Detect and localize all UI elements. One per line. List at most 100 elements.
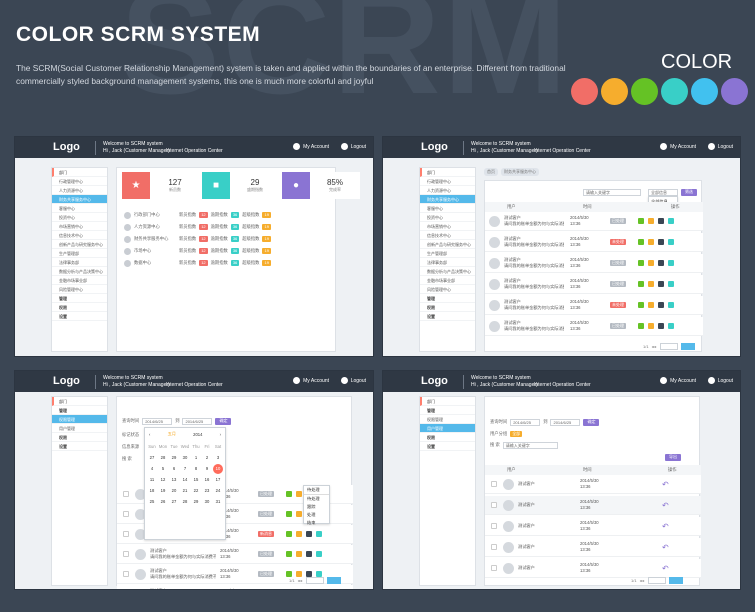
sidebar-item[interactable]: 行政管理中心 bbox=[52, 177, 107, 186]
sidebar-item[interactable]: 金融市场事业部 bbox=[52, 276, 107, 285]
start-date[interactable]: 2014/6/25 bbox=[142, 417, 173, 425]
share-icon[interactable] bbox=[668, 260, 674, 266]
sidebar-item[interactable]: 客服中心 bbox=[420, 204, 475, 213]
calendar-day[interactable]: 23 bbox=[204, 488, 210, 493]
status-option[interactable]: 待处理 bbox=[304, 486, 329, 495]
reply-icon[interactable] bbox=[286, 551, 292, 557]
go-button[interactable] bbox=[668, 577, 683, 584]
calendar-day[interactable]: 15 bbox=[193, 477, 199, 482]
user-icon[interactable] bbox=[658, 239, 664, 245]
sidebar-item[interactable]: 法律事务部 bbox=[52, 258, 107, 267]
go-button[interactable] bbox=[680, 343, 695, 350]
share-icon[interactable] bbox=[668, 281, 674, 287]
my-account-link[interactable]: My Account bbox=[660, 377, 696, 384]
share-icon[interactable] bbox=[668, 323, 674, 329]
star-icon[interactable] bbox=[648, 281, 654, 287]
reply-icon[interactable] bbox=[638, 239, 644, 245]
sidebar-item[interactable]: 部门 bbox=[52, 168, 107, 177]
start-date[interactable]: 2014/6/25 bbox=[510, 418, 541, 426]
star-icon[interactable] bbox=[648, 260, 654, 266]
undo-icon[interactable]: ↶ bbox=[662, 542, 669, 552]
page-input[interactable] bbox=[659, 343, 678, 350]
center-link[interactable]: Internet Operation Center bbox=[166, 148, 223, 154]
sidebar-item[interactable]: 市场营销中心 bbox=[52, 222, 107, 231]
calendar-day[interactable]: 4 bbox=[150, 466, 154, 471]
table-row[interactable]: 测试客户 2014/5/30 13:36 ↶ bbox=[485, 496, 701, 515]
calendar-day[interactable]: 6 bbox=[172, 466, 176, 471]
sidebar-item[interactable]: 数据分析与产品决策中心 bbox=[420, 267, 475, 276]
sidebar-item[interactable]: 投资中心 bbox=[52, 213, 107, 222]
star-icon[interactable] bbox=[648, 239, 654, 245]
logout-link[interactable]: Logout bbox=[707, 143, 733, 150]
calendar-day[interactable]: 19 bbox=[160, 488, 166, 493]
sidebar-item[interactable]: 人力资源中心 bbox=[420, 186, 475, 195]
calendar-day[interactable]: 24 bbox=[215, 488, 221, 493]
sidebar-item[interactable]: 生产管理部 bbox=[420, 249, 475, 258]
reply-icon[interactable] bbox=[286, 491, 292, 497]
sidebar-item[interactable]: 数据分析与产品决策中心 bbox=[52, 267, 107, 276]
center-link[interactable]: Internet Operation Center bbox=[166, 382, 223, 388]
sidebar-item[interactable]: 客服中心 bbox=[52, 204, 107, 213]
calendar-day[interactable]: 30 bbox=[182, 455, 188, 460]
calendar-day[interactable]: 7 bbox=[183, 466, 187, 471]
calendar-day[interactable]: 18 bbox=[149, 488, 155, 493]
sidebar-item[interactable]: 管理 bbox=[52, 294, 107, 303]
share-icon[interactable] bbox=[668, 302, 674, 308]
logout-link[interactable]: Logout bbox=[340, 377, 366, 384]
sidebar-item[interactable]: 权限 bbox=[52, 303, 107, 312]
row-checkbox[interactable] bbox=[123, 491, 129, 497]
reply-icon[interactable] bbox=[286, 571, 292, 577]
share-icon[interactable] bbox=[668, 239, 674, 245]
end-date[interactable]: 2014/6/25 bbox=[550, 418, 581, 426]
my-account-link[interactable]: My Account bbox=[293, 143, 329, 150]
filter-option[interactable]: 全部信息 bbox=[649, 197, 677, 207]
sidebar-item[interactable]: 生产管理部 bbox=[52, 249, 107, 258]
user-icon[interactable] bbox=[306, 531, 312, 537]
calendar-day[interactable]: 29 bbox=[193, 499, 199, 504]
calendar-day[interactable]: 12 bbox=[160, 477, 166, 482]
sidebar-item[interactable]: 风险管理中心 bbox=[420, 285, 475, 294]
sidebar-item[interactable]: 创新产品与研究服务中心 bbox=[420, 240, 475, 249]
sidebar-item[interactable]: 信息技术中心 bbox=[420, 231, 475, 240]
user-icon[interactable] bbox=[658, 281, 664, 287]
undo-icon[interactable]: ↶ bbox=[662, 479, 669, 489]
share-icon[interactable] bbox=[316, 531, 322, 537]
export-button[interactable]: 导出 bbox=[665, 454, 681, 461]
sidebar-item[interactable]: 财务共享服务中心 bbox=[420, 195, 475, 204]
next-month-icon[interactable]: › bbox=[219, 431, 221, 437]
user-icon[interactable] bbox=[658, 260, 664, 266]
reply-icon[interactable] bbox=[638, 218, 644, 224]
calendar-day[interactable]: 27 bbox=[149, 455, 155, 460]
sidebar-item[interactable]: 管理 bbox=[52, 406, 107, 415]
sidebar-item[interactable]: 风险管理中心 bbox=[52, 285, 107, 294]
previous-month-icon[interactable]: ‹ bbox=[149, 431, 151, 437]
sidebar-item[interactable]: 创新产品与研究服务中心 bbox=[52, 240, 107, 249]
end-date[interactable]: 2014/6/25 bbox=[182, 417, 213, 425]
center-link[interactable]: Internet Operation Center bbox=[534, 382, 591, 388]
filter-select[interactable]: 全部信息 bbox=[648, 189, 678, 196]
undo-icon[interactable]: ↶ bbox=[662, 500, 669, 510]
user-icon[interactable] bbox=[306, 571, 312, 577]
sidebar-item[interactable]: 管理 bbox=[420, 294, 475, 303]
calendar-day[interactable]: 29 bbox=[171, 455, 177, 460]
go-button[interactable] bbox=[326, 577, 341, 584]
status-option[interactable]: 结束 bbox=[307, 520, 316, 525]
star-icon[interactable] bbox=[648, 302, 654, 308]
calendar-day[interactable]: 27 bbox=[171, 499, 177, 504]
status-option[interactable]: 跟踪 bbox=[307, 504, 316, 509]
center-link[interactable]: Internet Operation Center bbox=[534, 148, 591, 154]
calendar-day[interactable]: 31 bbox=[215, 499, 221, 504]
reply-icon[interactable] bbox=[638, 302, 644, 308]
sidebar-item[interactable]: 权限管理 bbox=[52, 415, 107, 424]
row-checkbox[interactable] bbox=[491, 544, 497, 550]
calendar-day[interactable]: 2 bbox=[205, 455, 209, 460]
confirm-button[interactable]: 确定 bbox=[215, 417, 232, 425]
sidebar-item[interactable]: 行政管理中心 bbox=[420, 177, 475, 186]
undo-icon[interactable]: ↶ bbox=[662, 563, 669, 573]
table-row[interactable]: 测试客户 2014/5/30 13:36 ↶ bbox=[485, 475, 701, 494]
row-checkbox[interactable] bbox=[491, 523, 497, 529]
calendar-day[interactable]: 8 bbox=[194, 466, 198, 471]
